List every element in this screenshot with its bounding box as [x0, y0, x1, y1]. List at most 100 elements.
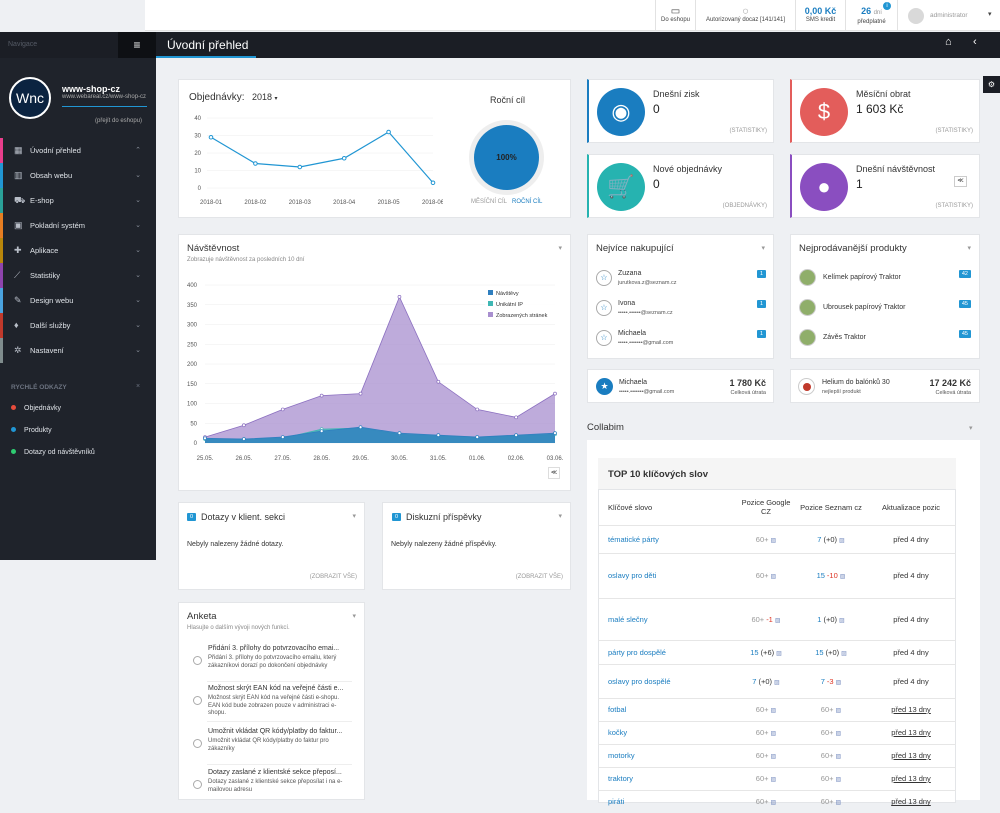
- product-row[interactable]: Kelímek papírový Traktor 42: [791, 269, 979, 295]
- series-point[interactable]: [553, 391, 557, 396]
- eshop-link[interactable]: ▭ Do eshopu: [655, 0, 695, 31]
- quick-link[interactable]: Dotazy od návštěvníků: [11, 449, 95, 456]
- caret-down-icon[interactable]: ▾: [969, 425, 973, 432]
- chart-icon[interactable]: ▨: [839, 617, 845, 624]
- sidebar-item-4[interactable]: ▣ Pokladní systém ⌄: [0, 213, 156, 238]
- chart-icon[interactable]: ▨: [839, 537, 845, 544]
- stat-footer-link[interactable]: (STATISTIKY): [729, 128, 767, 134]
- series-point[interactable]: [203, 436, 207, 441]
- subscription[interactable]: 26 dní předplatné i: [845, 0, 897, 31]
- orders-point[interactable]: [297, 164, 303, 170]
- poll-radio[interactable]: [193, 780, 202, 789]
- menu-toggle-button[interactable]: ≡: [118, 32, 156, 58]
- series-point[interactable]: [475, 407, 480, 412]
- chart-icon[interactable]: ▨: [835, 777, 842, 783]
- poll-radio[interactable]: [193, 739, 202, 748]
- series-point[interactable]: [358, 425, 363, 430]
- discussion-show-all[interactable]: (ZOBRAZIT VŠE): [515, 574, 563, 580]
- stat-card[interactable]: ◉ Dnešní zisk 0 (STATISTIKY): [587, 79, 774, 143]
- stat-footer-link[interactable]: (STATISTIKY): [935, 203, 973, 209]
- close-icon[interactable]: ×: [136, 383, 141, 390]
- tab-yearly-goal[interactable]: ROČNÍ CÍL: [512, 199, 543, 205]
- sidebar-item-5[interactable]: ✚ Aplikace ⌄: [0, 238, 156, 263]
- quick-link[interactable]: Objednávky: [11, 405, 61, 412]
- series-point[interactable]: [514, 433, 518, 437]
- series-point[interactable]: [280, 435, 285, 439]
- series-point[interactable]: [436, 379, 441, 384]
- back-icon[interactable]: ‹: [973, 36, 977, 48]
- home-icon[interactable]: ⌂: [945, 36, 952, 48]
- product-row[interactable]: Závěs Traktor 45: [791, 329, 979, 355]
- series-point[interactable]: [397, 431, 402, 435]
- tab-monthly-goal[interactable]: MĚSÍČNÍ CÍL: [471, 199, 508, 205]
- chart-icon[interactable]: ▨: [770, 800, 777, 807]
- top-buyer[interactable]: ★ Michaela •••••.•••••••@gmail.com 1 780…: [587, 369, 774, 403]
- chart-icon[interactable]: ▨: [839, 574, 846, 580]
- sidebar-item-7[interactable]: ✎ Design webu ⌄: [0, 288, 156, 313]
- series-point[interactable]: [358, 391, 363, 396]
- chart-icon[interactable]: ▨: [774, 679, 780, 686]
- series-point[interactable]: [242, 437, 246, 441]
- orders-point[interactable]: [430, 180, 436, 186]
- stat-card[interactable]: $ Měsíční obrat 1 603 Kč (STATISTIKY): [790, 79, 980, 143]
- poll-radio[interactable]: [193, 656, 202, 665]
- series-point[interactable]: [514, 415, 518, 420]
- chart-icon[interactable]: ▨: [770, 708, 777, 714]
- sidebar-item-9[interactable]: ✲ Nastavení ⌄: [0, 338, 156, 363]
- keyword-link[interactable]: kočky: [598, 720, 736, 744]
- chart-icon[interactable]: ▨: [841, 650, 847, 657]
- sidebar-item-3[interactable]: ⛟ E-shop ⌄: [0, 188, 156, 213]
- user-menu[interactable]: administrator ▾: [897, 0, 1000, 31]
- chart-icon[interactable]: ▨: [835, 679, 842, 686]
- sidebar-item-1[interactable]: ▦ Úvodní přehled ⌃: [0, 138, 156, 163]
- sidebar-item-8[interactable]: ♦ Další služby ⌄: [0, 313, 156, 338]
- caret-down-icon[interactable]: ▾: [352, 613, 356, 620]
- series-point[interactable]: [242, 423, 246, 428]
- series-point[interactable]: [475, 435, 480, 439]
- chart-icon[interactable]: ▨: [770, 574, 777, 580]
- chart-icon[interactable]: ▨: [835, 800, 842, 807]
- stat-card[interactable]: ● Dnešní návštěvnost 1 (STATISTIKY): [790, 154, 980, 218]
- orders-point[interactable]: [341, 155, 347, 161]
- poll-radio[interactable]: [193, 696, 202, 705]
- keyword-link[interactable]: fotbal: [598, 697, 736, 721]
- series-point[interactable]: [280, 407, 285, 412]
- keyword-link[interactable]: párty pro dospělé: [598, 639, 736, 664]
- shop-link[interactable]: (přejít do eshopu): [95, 118, 143, 124]
- caret-down-icon[interactable]: ▾: [761, 245, 765, 252]
- top-product[interactable]: Helium do balónků 30 nejlepší produkt 17…: [790, 369, 980, 403]
- buyer-row[interactable]: ☆ Ivona •••••.••••••@seznam.cz 1: [588, 299, 773, 325]
- orders-point[interactable]: [208, 134, 214, 140]
- client-questions-show-all[interactable]: (ZOBRAZIT VŠE): [309, 574, 357, 580]
- authorized-link[interactable]: ◌ Autorizovaný docaz [141/141]: [695, 0, 795, 31]
- keyword-link[interactable]: oslavy pro děti: [598, 552, 736, 598]
- stat-card[interactable]: 🛒 Nové objednávky 0 (OBJEDNÁVKY): [587, 154, 774, 218]
- visits-share-icon[interactable]: ≪: [954, 176, 967, 187]
- product-row[interactable]: Ubrousek papírový Traktor 45: [791, 299, 979, 325]
- keyword-link[interactable]: piráti: [598, 789, 736, 813]
- caret-down-icon[interactable]: ▾: [967, 245, 971, 252]
- chart-icon[interactable]: ▨: [770, 754, 777, 760]
- sms-credit[interactable]: 0,00 Kč SMS kredit: [795, 0, 845, 31]
- series-point[interactable]: [553, 431, 557, 435]
- buyer-row[interactable]: ☆ Michaela •••••.•••••••@gmail.com 1: [588, 329, 773, 355]
- chart-icon[interactable]: ▨: [774, 617, 781, 624]
- share-icon[interactable]: ≪: [548, 467, 560, 479]
- buyer-row[interactable]: ☆ Zuzana jurutkova.z@seznam.cz 1: [588, 269, 773, 295]
- caret-down-icon[interactable]: ▾: [558, 245, 562, 252]
- stat-footer-link[interactable]: (STATISTIKY): [935, 128, 973, 134]
- chart-icon[interactable]: ▨: [835, 731, 842, 737]
- keyword-link[interactable]: traktory: [598, 766, 736, 790]
- chart-icon[interactable]: ▨: [770, 731, 777, 737]
- keyword-link[interactable]: oslavy pro dospělé: [598, 663, 736, 698]
- keyword-link[interactable]: motorky: [598, 743, 736, 767]
- series-point[interactable]: [436, 433, 441, 437]
- chart-icon[interactable]: ▨: [770, 777, 777, 783]
- keyword-link[interactable]: tématické párty: [598, 524, 736, 553]
- keyword-link[interactable]: malé slečny: [598, 597, 736, 640]
- sidebar-item-2[interactable]: ▥ Obsah webu ⌄: [0, 163, 156, 188]
- orders-point[interactable]: [253, 161, 258, 166]
- caret-down-icon[interactable]: ▾: [352, 513, 356, 520]
- series-point[interactable]: [397, 295, 402, 299]
- series-point[interactable]: [319, 393, 324, 398]
